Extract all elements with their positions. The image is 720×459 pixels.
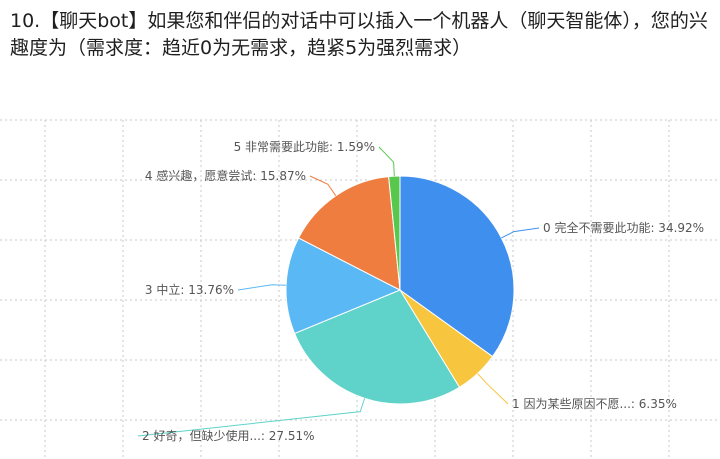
slice-label-0: 0 完全不需要此功能: 34.92% xyxy=(543,220,704,235)
question-title: 10.【聊天bot】如果您和伴侣的对话中可以插入一个机器人（聊天智能体），您的兴… xyxy=(10,10,708,59)
pie-slice-3 xyxy=(285,237,402,335)
slice-label-1: 1 因为某些原因不愿...: 6.35% xyxy=(512,397,677,411)
pie-slice-4 xyxy=(297,176,401,291)
leader-line-4 xyxy=(309,175,337,197)
slice-label-3: 3 中立: 13.76% xyxy=(145,282,234,297)
leader-line-0 xyxy=(501,227,540,239)
slice-label-2: 2 好奇，但缺少使用...: 27.51% xyxy=(142,428,315,443)
leader-line-2 xyxy=(137,398,366,437)
leader-line-1 xyxy=(477,373,509,405)
pie-slice-0 xyxy=(399,175,515,358)
leader-line-5 xyxy=(378,146,395,177)
slice-label-4: 4 感兴趣，愿意尝试: 15.87% xyxy=(145,168,306,183)
leader-line-3 xyxy=(237,284,287,291)
pie-slice-2 xyxy=(293,289,461,405)
slice-label-5: 5 非常需要此功能: 1.59% xyxy=(234,140,375,154)
